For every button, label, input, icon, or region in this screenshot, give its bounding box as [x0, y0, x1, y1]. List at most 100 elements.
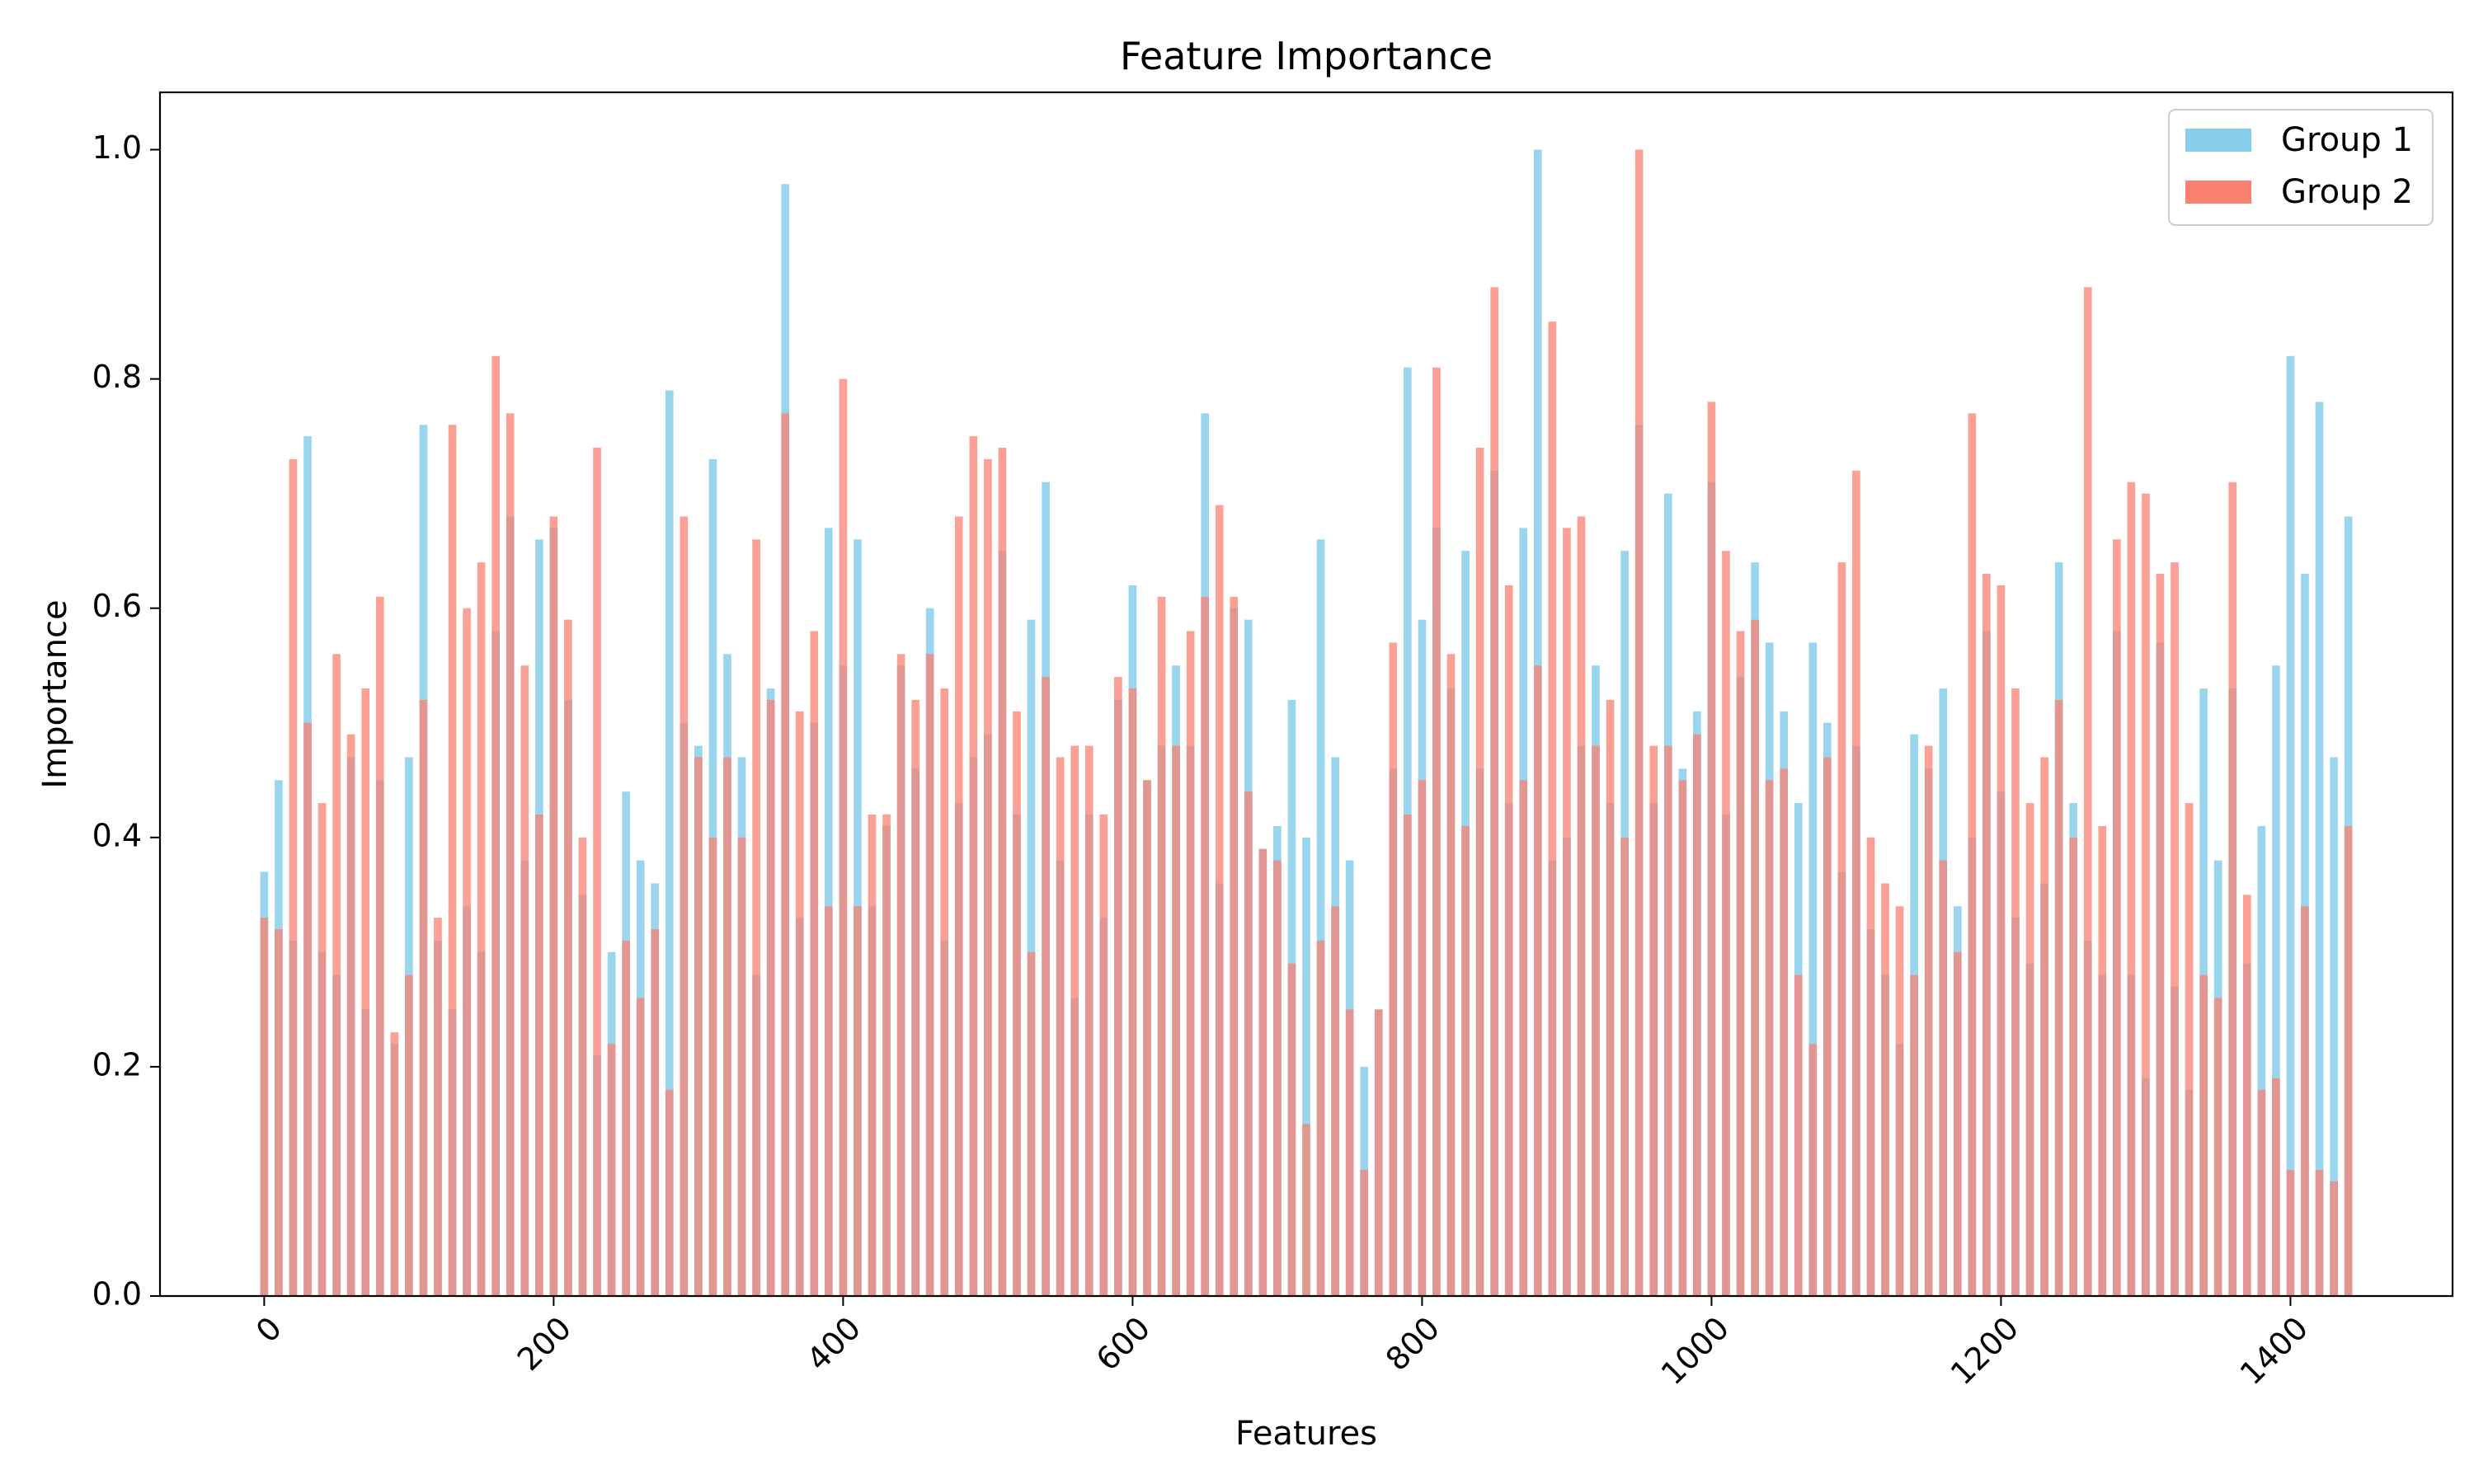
bar-group-2-58	[1099, 815, 1108, 1296]
bar-group-2-97	[1663, 745, 1672, 1296]
bar-group-2-71	[1287, 963, 1296, 1296]
bar-group-2-92	[1592, 745, 1600, 1296]
bar-group-2-124	[2054, 699, 2063, 1296]
bar-group-2-57	[1084, 745, 1094, 1296]
bar-group-2-75	[1345, 1009, 1354, 1296]
bar-group-2-78	[1389, 642, 1398, 1296]
bar-group-2-131	[2156, 574, 2165, 1296]
bar-group-2-48	[954, 516, 963, 1296]
bar-group-2-56	[1070, 745, 1079, 1296]
bar-group-2-115	[1924, 745, 1933, 1296]
bar-group-2-140	[2286, 1170, 2295, 1296]
bar-group-2-5	[332, 654, 341, 1296]
series-2	[260, 149, 2353, 1297]
bar-group-2-15	[477, 562, 486, 1296]
bar-group-2-136	[2228, 481, 2237, 1296]
bar-group-2-105	[1780, 768, 1788, 1296]
bar-group-2-116	[1939, 860, 1948, 1296]
bar-group-2-64	[1186, 631, 1195, 1296]
bar-group-1-140	[2286, 355, 2295, 1296]
bar-group-2-118	[1968, 413, 1977, 1297]
bar-group-2-19	[535, 815, 543, 1296]
bar-group-2-90	[1563, 528, 1571, 1296]
bar-group-2-18	[520, 665, 529, 1296]
bar-group-2-95	[1634, 149, 1644, 1296]
y-tick-label-0.6: 0.6	[92, 588, 142, 624]
bar-group-2-94	[1620, 837, 1629, 1296]
bar-group-2-21	[564, 619, 572, 1296]
bar-group-2-72	[1302, 1124, 1310, 1296]
bar-group-2-59	[1114, 677, 1122, 1296]
bar-group-2-102	[1736, 631, 1745, 1296]
bar-group-2-76	[1360, 1170, 1369, 1296]
bar-group-2-7	[361, 688, 370, 1296]
bar-group-2-20	[549, 516, 558, 1296]
bar-group-2-138	[2257, 1089, 2266, 1296]
bar-group-2-111	[1866, 837, 1875, 1296]
bar-group-2-65	[1201, 596, 1209, 1296]
bar-group-2-53	[1027, 951, 1036, 1296]
bar-group-2-23	[593, 448, 601, 1296]
bar-group-2-27	[651, 929, 660, 1296]
bar-group-2-1	[275, 929, 283, 1296]
bar-group-2-31	[708, 837, 717, 1296]
bar-group-2-10	[405, 974, 413, 1296]
chart-title: Feature Importance	[1120, 34, 1493, 78]
bar-group-2-93	[1606, 699, 1615, 1296]
bars-group	[260, 149, 2353, 1297]
bar-group-2-108	[1823, 757, 1832, 1296]
bar-group-2-107	[1808, 1044, 1818, 1296]
bar-group-2-81	[1432, 367, 1441, 1297]
bar-group-2-80	[1418, 780, 1427, 1296]
bar-group-2-12	[434, 918, 442, 1296]
bar-group-1-142	[2315, 402, 2324, 1297]
bar-group-2-83	[1461, 825, 1470, 1296]
bar-group-2-67	[1230, 596, 1239, 1296]
y-tick-label-1: 1.0	[92, 129, 142, 166]
bar-group-2-104	[1765, 780, 1774, 1296]
bar-group-2-44	[896, 654, 905, 1296]
bar-group-2-77	[1374, 1009, 1383, 1296]
bar-group-2-144	[2344, 825, 2353, 1296]
bar-group-1-139	[2272, 665, 2280, 1296]
bar-group-2-125	[2069, 837, 2077, 1296]
bar-group-2-36	[781, 413, 790, 1297]
bar-group-2-143	[2330, 1181, 2338, 1296]
bar-group-2-91	[1577, 516, 1586, 1296]
bar-group-1-138	[2257, 825, 2266, 1296]
bar-group-2-129	[2127, 481, 2136, 1296]
bar-group-2-98	[1678, 780, 1687, 1296]
bar-group-2-50	[984, 458, 992, 1296]
bar-group-2-120	[1997, 585, 2006, 1296]
bar-group-2-103	[1751, 619, 1759, 1296]
bar-group-2-60	[1128, 688, 1137, 1296]
y-tick-label-0: 0.0	[92, 1276, 142, 1313]
bar-group-2-63	[1172, 745, 1180, 1296]
bar-group-2-85	[1490, 287, 1498, 1296]
bar-group-2-87	[1519, 780, 1528, 1296]
bar-group-2-130	[2142, 493, 2150, 1296]
bar-group-2-117	[1953, 951, 1962, 1296]
bar-group-2-74	[1331, 906, 1339, 1296]
bar-group-2-8	[375, 596, 384, 1296]
bar-group-2-66	[1215, 505, 1224, 1296]
bar-group-2-37	[795, 711, 804, 1296]
bar-group-2-141	[2301, 906, 2309, 1296]
bar-group-2-112	[1881, 883, 1889, 1296]
plot-area	[158, 91, 2454, 1298]
bar-group-2-6	[346, 734, 355, 1296]
bar-group-2-30	[694, 757, 703, 1296]
y-tick-label-0.2: 0.2	[92, 1046, 142, 1082]
x-axis-title: Features	[1235, 1415, 1377, 1453]
bar-group-2-42	[868, 815, 877, 1296]
bar-group-2-122	[2025, 803, 2034, 1296]
bar-group-2-142	[2315, 1170, 2324, 1296]
bar-group-2-0	[260, 918, 269, 1296]
bar-group-2-135	[2213, 998, 2222, 1296]
bar-group-1-72	[1302, 837, 1310, 1296]
bar-group-2-3	[303, 722, 312, 1296]
bar-group-2-86	[1504, 585, 1513, 1296]
bar-group-2-96	[1649, 745, 1658, 1296]
bar-group-2-123	[2040, 757, 2048, 1296]
